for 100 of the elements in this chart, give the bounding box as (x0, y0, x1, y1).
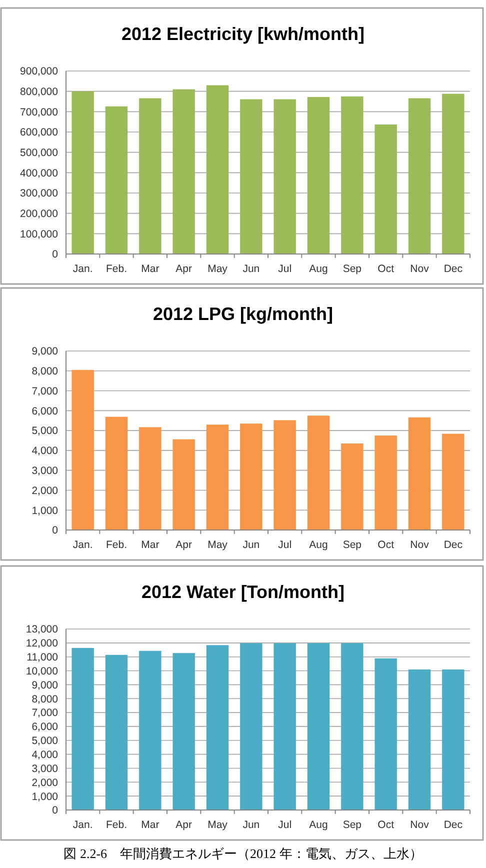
bar (442, 94, 464, 254)
bar (374, 658, 397, 810)
bar (274, 420, 296, 530)
bar (172, 653, 195, 810)
bar (206, 645, 229, 810)
x-tick-label: May (208, 819, 228, 831)
x-tick-label: Oct (378, 819, 394, 831)
chart-title: 2012 Water [Ton/month] (141, 582, 345, 602)
y-tick-label: 6,000 (32, 405, 58, 418)
bar (139, 650, 162, 810)
y-tick-label: 10,000 (26, 665, 58, 678)
y-tick-label: 8,000 (32, 366, 58, 378)
x-tick-label: Oct (378, 263, 394, 275)
bar (206, 424, 229, 530)
bar (307, 97, 330, 254)
x-tick-label: Jun (242, 819, 260, 831)
x-tick-label: Sep (342, 819, 362, 831)
y-tick-label: 8,000 (32, 693, 58, 706)
x-tick-label: Jan. (72, 539, 93, 551)
x-tick-label: Jan. (72, 819, 93, 831)
bar (374, 124, 397, 254)
bar (240, 643, 262, 810)
x-tick-label: Nov (410, 819, 430, 831)
x-tick-label: Oct (378, 539, 394, 551)
y-tick-label: 0 (52, 804, 58, 817)
x-tick-label: Mar (141, 819, 160, 831)
bar (442, 670, 464, 810)
bar (105, 106, 128, 254)
y-tick-label: 0 (52, 248, 58, 261)
x-tick-label: Mar (141, 539, 160, 551)
y-tick-label: 4,000 (32, 445, 58, 458)
bar (442, 434, 464, 530)
bar (341, 96, 364, 254)
bar (341, 643, 364, 810)
y-tick-label: 3,000 (32, 465, 58, 478)
x-tick-label: Jun (242, 263, 260, 275)
y-tick-label: 300,000 (20, 188, 58, 200)
x-tick-label: Aug (309, 539, 328, 551)
x-tick-label: Feb. (106, 819, 128, 831)
x-tick-label: Aug (309, 263, 328, 275)
y-tick-label: 0 (52, 524, 58, 537)
x-tick-label: May (208, 263, 228, 275)
x-tick-label: Mar (141, 263, 160, 275)
x-tick-label: Apr (176, 819, 193, 831)
x-tick-label: Feb. (106, 263, 128, 275)
y-tick-label: 7,000 (32, 385, 58, 398)
bar (341, 443, 364, 530)
x-tick-label: Jul (278, 819, 292, 831)
y-tick-label: 1,000 (32, 790, 58, 803)
x-tick-label: Apr (176, 539, 193, 551)
y-tick-label: 4,000 (32, 748, 58, 761)
y-tick-label: 2,000 (32, 484, 58, 497)
caption: 図 2.2-6 年間消費エネルギー（2012 年：電気、ガス、上水） (64, 846, 422, 861)
bar (408, 98, 431, 254)
chart-title: 2012 LPG [kg/month] (152, 304, 334, 324)
bar (408, 417, 431, 530)
x-tick-label: Jul (278, 539, 292, 551)
x-tick-label: Apr (176, 263, 193, 275)
y-tick-label: 200,000 (20, 208, 58, 220)
x-tick-label: Aug (309, 819, 328, 831)
x-tick-label: Sep (342, 539, 362, 551)
y-tick-label: 100,000 (20, 228, 58, 240)
bar (172, 439, 195, 530)
x-tick-label: Nov (410, 539, 430, 551)
bar (240, 424, 262, 530)
y-tick-label: 12,000 (26, 638, 58, 650)
x-tick-label: Dec (444, 263, 463, 275)
x-tick-label: Nov (410, 263, 430, 275)
x-tick-label: Feb. (106, 539, 128, 551)
x-tick-label: Dec (444, 539, 463, 551)
bar (206, 85, 229, 254)
x-tick-label: Jul (278, 263, 292, 275)
bar (172, 89, 195, 254)
y-tick-label: 2,000 (32, 776, 58, 789)
y-tick-label: 700,000 (20, 106, 58, 118)
y-tick-label: 9,000 (32, 679, 58, 692)
chart-title: 2012 Electricity [kwh/month] (121, 24, 365, 44)
y-tick-label: 900,000 (20, 66, 58, 78)
bar (139, 427, 162, 530)
y-tick-label: 7,000 (32, 707, 58, 720)
bar (307, 643, 330, 810)
bar (374, 436, 397, 530)
y-tick-label: 600,000 (20, 126, 58, 139)
y-tick-label: 5,000 (32, 425, 58, 438)
y-tick-label: 6,000 (32, 721, 58, 734)
y-tick-label: 13,000 (26, 624, 58, 636)
y-tick-label: 9,000 (32, 346, 58, 358)
bar (274, 643, 296, 810)
bar (307, 416, 330, 530)
y-tick-label: 5,000 (32, 735, 58, 748)
x-tick-label: May (208, 539, 228, 551)
bar (240, 99, 262, 254)
bar (105, 416, 128, 530)
y-tick-label: 3,000 (32, 762, 58, 775)
x-tick-label: Jun (242, 539, 260, 551)
y-tick-label: 800,000 (20, 86, 58, 98)
bar (139, 98, 162, 254)
bar (72, 648, 94, 810)
y-tick-label: 500,000 (20, 147, 58, 160)
x-tick-label: Dec (444, 819, 463, 831)
